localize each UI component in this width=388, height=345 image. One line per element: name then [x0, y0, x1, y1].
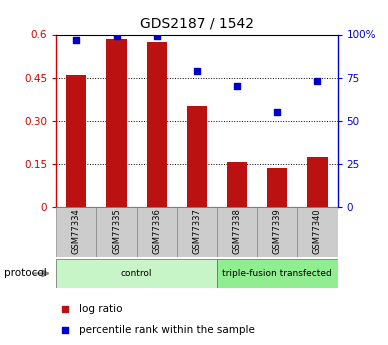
Text: GSM77338: GSM77338 — [232, 208, 242, 254]
Bar — [66, 75, 87, 207]
Text: triple-fusion transfected: triple-fusion transfected — [222, 269, 332, 278]
Text: GSM77337: GSM77337 — [192, 208, 201, 254]
Text: GSM77339: GSM77339 — [273, 208, 282, 254]
Title: GDS2187 / 1542: GDS2187 / 1542 — [140, 17, 254, 31]
Point — [194, 68, 200, 73]
Point — [234, 83, 240, 89]
Point — [274, 109, 281, 115]
Bar — [187, 106, 207, 207]
Point — [73, 37, 80, 42]
Bar — [106, 39, 126, 207]
Bar — [137, 207, 177, 257]
Bar — [97, 207, 137, 257]
Bar — [56, 207, 97, 257]
Bar — [217, 259, 338, 288]
Bar — [227, 161, 247, 207]
Point — [62, 306, 68, 312]
Point — [314, 78, 320, 84]
Text: protocol: protocol — [4, 268, 47, 278]
Text: GSM77336: GSM77336 — [152, 208, 161, 254]
Point — [113, 33, 120, 39]
Text: control: control — [121, 269, 152, 278]
Bar — [257, 207, 297, 257]
Bar — [56, 259, 217, 288]
Bar — [307, 157, 327, 207]
Bar — [267, 168, 288, 207]
Bar — [217, 207, 257, 257]
Bar — [147, 42, 167, 207]
Point — [62, 328, 68, 333]
Text: GSM77340: GSM77340 — [313, 208, 322, 254]
Text: GSM77334: GSM77334 — [72, 208, 81, 254]
Text: GSM77335: GSM77335 — [112, 208, 121, 254]
Text: percentile rank within the sample: percentile rank within the sample — [79, 325, 255, 335]
Bar — [297, 207, 338, 257]
Text: log ratio: log ratio — [79, 304, 122, 314]
Point — [154, 33, 160, 39]
Bar — [177, 207, 217, 257]
